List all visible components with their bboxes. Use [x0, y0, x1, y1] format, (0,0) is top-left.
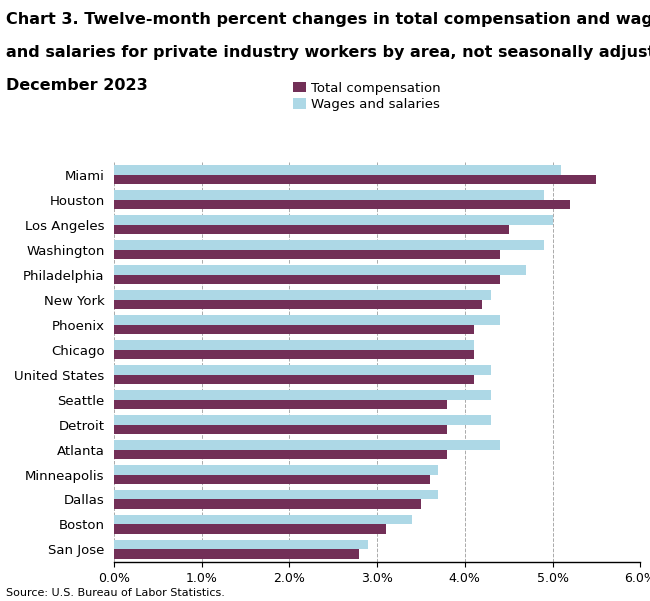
Bar [114, 265, 526, 275]
Bar [114, 525, 386, 534]
Text: Source: U.S. Bureau of Labor Statistics.: Source: U.S. Bureau of Labor Statistics. [6, 588, 226, 598]
Legend: Total compensation, Wages and salaries: Total compensation, Wages and salaries [292, 82, 441, 111]
Bar [114, 315, 500, 325]
Bar [114, 450, 447, 459]
Bar [114, 465, 439, 475]
Bar [114, 374, 474, 384]
Bar [114, 200, 570, 209]
Bar [114, 515, 412, 525]
Bar [114, 540, 369, 549]
Bar [114, 275, 500, 284]
Bar [114, 499, 421, 509]
Text: Chart 3. Twelve-month percent changes in total compensation and wages: Chart 3. Twelve-month percent changes in… [6, 12, 650, 27]
Text: December 2023: December 2023 [6, 78, 148, 93]
Bar [114, 249, 500, 259]
Bar [114, 390, 491, 400]
Bar [114, 400, 447, 409]
Bar [114, 165, 562, 175]
Bar [114, 175, 597, 185]
Bar [114, 475, 430, 484]
Bar [114, 225, 509, 234]
Bar [114, 300, 482, 309]
Bar [114, 350, 474, 359]
Bar [114, 365, 491, 374]
Bar [114, 215, 552, 225]
Bar [114, 191, 543, 200]
Text: and salaries for private industry workers by area, not seasonally adjusted,: and salaries for private industry worker… [6, 45, 650, 60]
Bar [114, 325, 474, 334]
Bar [114, 290, 491, 300]
Bar [114, 240, 543, 249]
Bar [114, 340, 474, 350]
Bar [114, 415, 491, 424]
Bar [114, 440, 500, 450]
Bar [114, 549, 359, 559]
Bar [114, 424, 447, 434]
Bar [114, 490, 439, 499]
